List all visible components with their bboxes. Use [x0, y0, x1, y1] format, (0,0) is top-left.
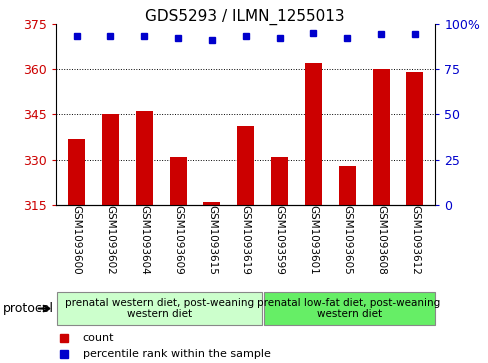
- Text: prenatal western diet, post-weaning
western diet: prenatal western diet, post-weaning west…: [65, 298, 254, 319]
- Bar: [203, 202, 220, 205]
- Text: count: count: [82, 333, 114, 343]
- Bar: [68, 139, 85, 205]
- FancyBboxPatch shape: [57, 292, 262, 325]
- Text: protocol: protocol: [2, 302, 53, 315]
- Text: GSM1093599: GSM1093599: [274, 205, 284, 275]
- Text: GSM1093615: GSM1093615: [206, 205, 217, 275]
- FancyBboxPatch shape: [263, 292, 434, 325]
- Bar: [270, 157, 287, 205]
- Text: GSM1093600: GSM1093600: [71, 205, 81, 275]
- Bar: [372, 69, 389, 205]
- Bar: [305, 63, 321, 205]
- Bar: [102, 114, 119, 205]
- Bar: [169, 157, 186, 205]
- Text: GSM1093605: GSM1093605: [342, 205, 351, 275]
- Text: GSM1093604: GSM1093604: [139, 205, 149, 275]
- Text: GSM1093601: GSM1093601: [308, 205, 318, 275]
- Text: GSM1093608: GSM1093608: [375, 205, 386, 275]
- Bar: [338, 166, 355, 205]
- Bar: [406, 72, 423, 205]
- Text: GSM1093612: GSM1093612: [409, 205, 419, 275]
- Text: GSM1093619: GSM1093619: [240, 205, 250, 275]
- Text: GSM1093602: GSM1093602: [105, 205, 115, 275]
- Text: GDS5293 / ILMN_1255013: GDS5293 / ILMN_1255013: [144, 9, 344, 25]
- Text: GSM1093609: GSM1093609: [173, 205, 183, 275]
- Bar: [136, 111, 152, 205]
- Bar: [237, 126, 254, 205]
- Text: prenatal low-fat diet, post-weaning
western diet: prenatal low-fat diet, post-weaning west…: [257, 298, 440, 319]
- Text: percentile rank within the sample: percentile rank within the sample: [82, 349, 270, 359]
